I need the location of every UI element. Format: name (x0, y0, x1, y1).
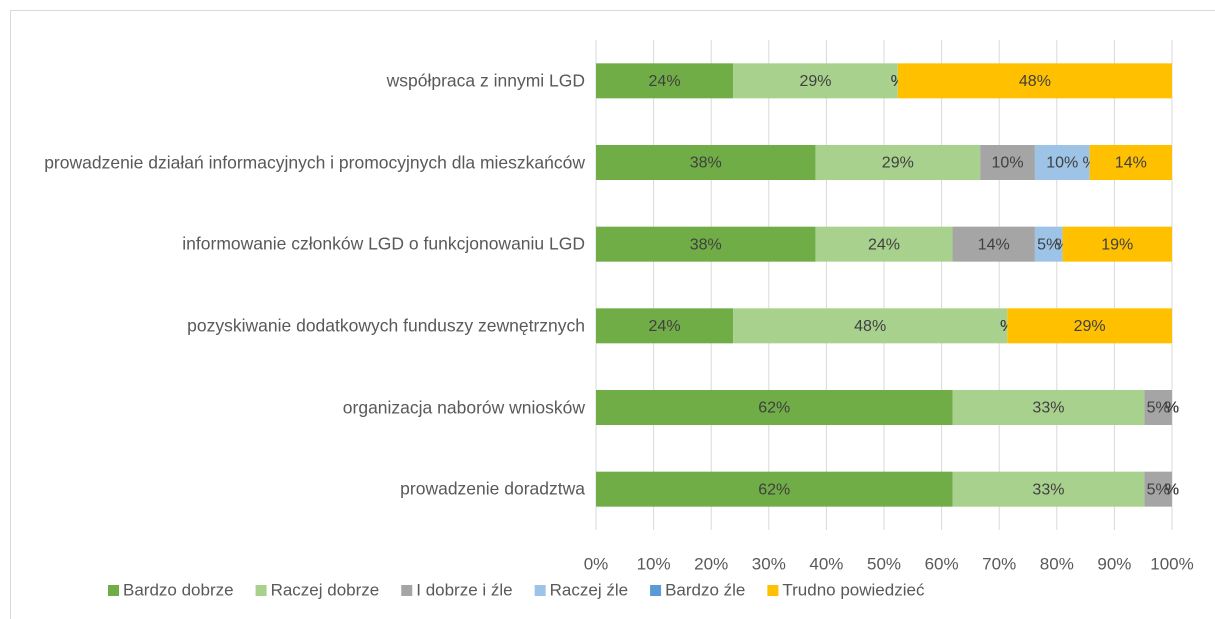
data-label: 29% (882, 155, 914, 172)
x-tick-label: 20% (694, 554, 728, 573)
bar-segment (952, 226, 1035, 262)
bar-segment (897, 63, 1172, 99)
category-text: pozyskiwanie dodatkowych funduszy zewnęt… (187, 315, 585, 336)
x-tick-label: 0% (584, 554, 609, 573)
data-label: 5% (1147, 400, 1170, 417)
x-tick-label: 50% (867, 554, 901, 573)
x-tick-label: 10% (637, 554, 671, 573)
x-tick-label: 90% (1097, 554, 1131, 573)
bar-segment (596, 226, 816, 262)
category-label: organizacja naborów wniosków (15, 395, 585, 420)
legend-label: Raczej źle (550, 580, 628, 599)
data-label: 38% (690, 236, 722, 253)
x-tick-label: 100% (1150, 554, 1193, 573)
bar-segment (1089, 145, 1172, 180)
data-label: 33% (1032, 400, 1064, 417)
data-label: 24% (868, 236, 900, 253)
bar-segment (980, 145, 1035, 180)
category-text: prowadzenie doradztwa (400, 478, 585, 499)
data-label: 62% (758, 481, 790, 498)
legend-label: Bardzo dobrze (123, 580, 234, 599)
bar-segment (815, 226, 953, 262)
category-text: organizacja naborów wniosków (342, 397, 585, 417)
data-label: % (1165, 481, 1179, 498)
legend-swatch (534, 585, 546, 596)
data-label: % (1165, 400, 1179, 417)
category-label: pozyskiwanie dodatkowych funduszy zewnęt… (15, 313, 585, 338)
bar-segment (596, 63, 734, 99)
category-label: współpraca z innymi LGD (15, 68, 585, 93)
bar-segment (733, 308, 1008, 344)
x-tick-label: 60% (925, 554, 959, 573)
category-label: prowadzenie działań informacyjnych i pro… (15, 150, 585, 175)
data-label: 19% (1101, 236, 1133, 253)
legend-label: Bardzo źle (665, 580, 745, 599)
data-label: 10% (992, 155, 1024, 172)
data-label: 10% (1046, 155, 1078, 172)
legend-swatch (767, 585, 779, 596)
bar-segment (1144, 390, 1172, 425)
chart-border (10, 10, 1215, 619)
data-label: 5% (1037, 236, 1060, 253)
bar-segment (815, 145, 981, 180)
legend-label: I dobrze i źle (416, 580, 512, 599)
legend-swatch (650, 585, 662, 596)
category-text: prowadzenie działań informacyjnych i pro… (44, 152, 585, 172)
category-label: prowadzenie doradztwa (15, 477, 585, 502)
bar-segment (733, 63, 898, 99)
bar-segment (1034, 226, 1063, 262)
data-label: 29% (799, 73, 831, 90)
data-label: 38% (690, 155, 722, 172)
legend-swatch (108, 585, 119, 596)
x-tick-label: 70% (982, 554, 1016, 573)
data-label: 48% (1019, 73, 1051, 90)
bar-segment (952, 471, 1145, 507)
bar-segment (596, 145, 816, 180)
data-label: % (1165, 481, 1179, 498)
data-label: % (1165, 400, 1179, 417)
x-tick-label: 80% (1040, 554, 1074, 573)
category-label: informowanie członków LGD o funkcjonowan… (15, 232, 585, 257)
bar-segment (1034, 145, 1090, 180)
data-label: 33% (1032, 481, 1064, 498)
data-label: 48% (854, 318, 886, 335)
category-text: informowanie członków LGD o funkcjonowan… (182, 233, 585, 254)
data-label: % (1165, 481, 1179, 498)
bar-segment (952, 390, 1145, 425)
x-tick-label: 40% (809, 554, 843, 573)
bar-segment (1007, 308, 1172, 344)
bar-segment (596, 308, 734, 344)
data-label: 24% (649, 73, 681, 90)
legend-swatch (255, 585, 267, 596)
x-tick-label: 30% (752, 554, 786, 573)
data-label: 62% (758, 400, 790, 417)
data-label: 14% (978, 236, 1010, 253)
bar-segment (596, 471, 953, 507)
legend-label: Raczej dobrze (271, 580, 380, 599)
bar-segment (1144, 471, 1172, 507)
data-label: 14% (1115, 155, 1147, 172)
bar-segment (1062, 226, 1172, 262)
legend-swatch (401, 585, 413, 596)
category-text: współpraca z innymi LGD (386, 70, 585, 91)
legend-label: Trudno powiedzieć (782, 580, 925, 599)
data-label: 5% (1147, 481, 1170, 498)
data-label: 29% (1074, 318, 1106, 335)
data-label: % (1165, 400, 1179, 417)
bar-segment (596, 390, 953, 425)
data-label: 24% (649, 318, 681, 335)
